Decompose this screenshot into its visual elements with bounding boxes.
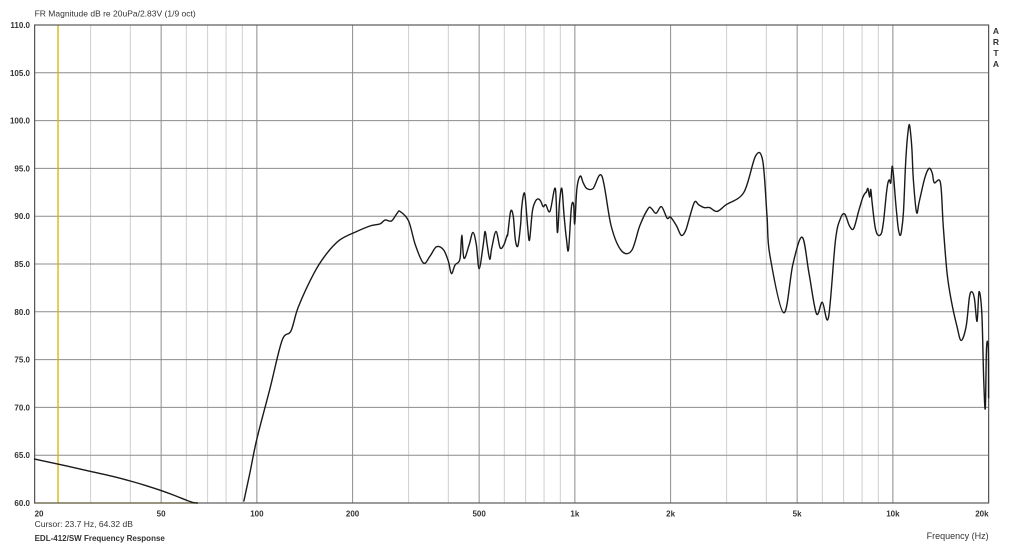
svg-text:Cursor: 23.7 Hz, 64.32 dB: Cursor: 23.7 Hz, 64.32 dB — [35, 519, 134, 529]
svg-text:200: 200 — [346, 510, 360, 519]
svg-text:5k: 5k — [793, 510, 802, 519]
svg-text:75.0: 75.0 — [14, 356, 30, 365]
svg-text:110.0: 110.0 — [10, 21, 30, 30]
svg-text:2k: 2k — [666, 510, 675, 519]
svg-text:105.0: 105.0 — [10, 69, 31, 78]
svg-text:20k: 20k — [975, 510, 989, 519]
svg-text:R: R — [993, 37, 999, 47]
svg-text:FR Magnitude dB re 20uPa/2.83V: FR Magnitude dB re 20uPa/2.83V (1/9 oct) — [35, 9, 196, 19]
svg-text:65.0: 65.0 — [14, 451, 30, 460]
svg-text:60.0: 60.0 — [14, 499, 30, 508]
svg-text:100.0: 100.0 — [10, 117, 31, 126]
svg-text:20: 20 — [35, 510, 44, 519]
svg-text:95.0: 95.0 — [14, 164, 30, 173]
svg-text:50: 50 — [157, 510, 166, 519]
svg-text:Frequency (Hz): Frequency (Hz) — [927, 531, 989, 541]
svg-text:EDL-412/SW Frequency Response: EDL-412/SW Frequency Response — [35, 534, 166, 543]
svg-text:100: 100 — [250, 510, 264, 519]
svg-text:70.0: 70.0 — [14, 403, 30, 412]
svg-text:1k: 1k — [570, 510, 579, 519]
svg-text:85.0: 85.0 — [14, 260, 30, 269]
svg-text:500: 500 — [472, 510, 486, 519]
svg-text:90.0: 90.0 — [14, 212, 30, 221]
svg-text:80.0: 80.0 — [14, 308, 30, 317]
svg-text:T: T — [993, 48, 999, 58]
svg-text:A: A — [993, 26, 999, 36]
svg-text:A: A — [993, 59, 999, 69]
svg-text:10k: 10k — [886, 510, 900, 519]
